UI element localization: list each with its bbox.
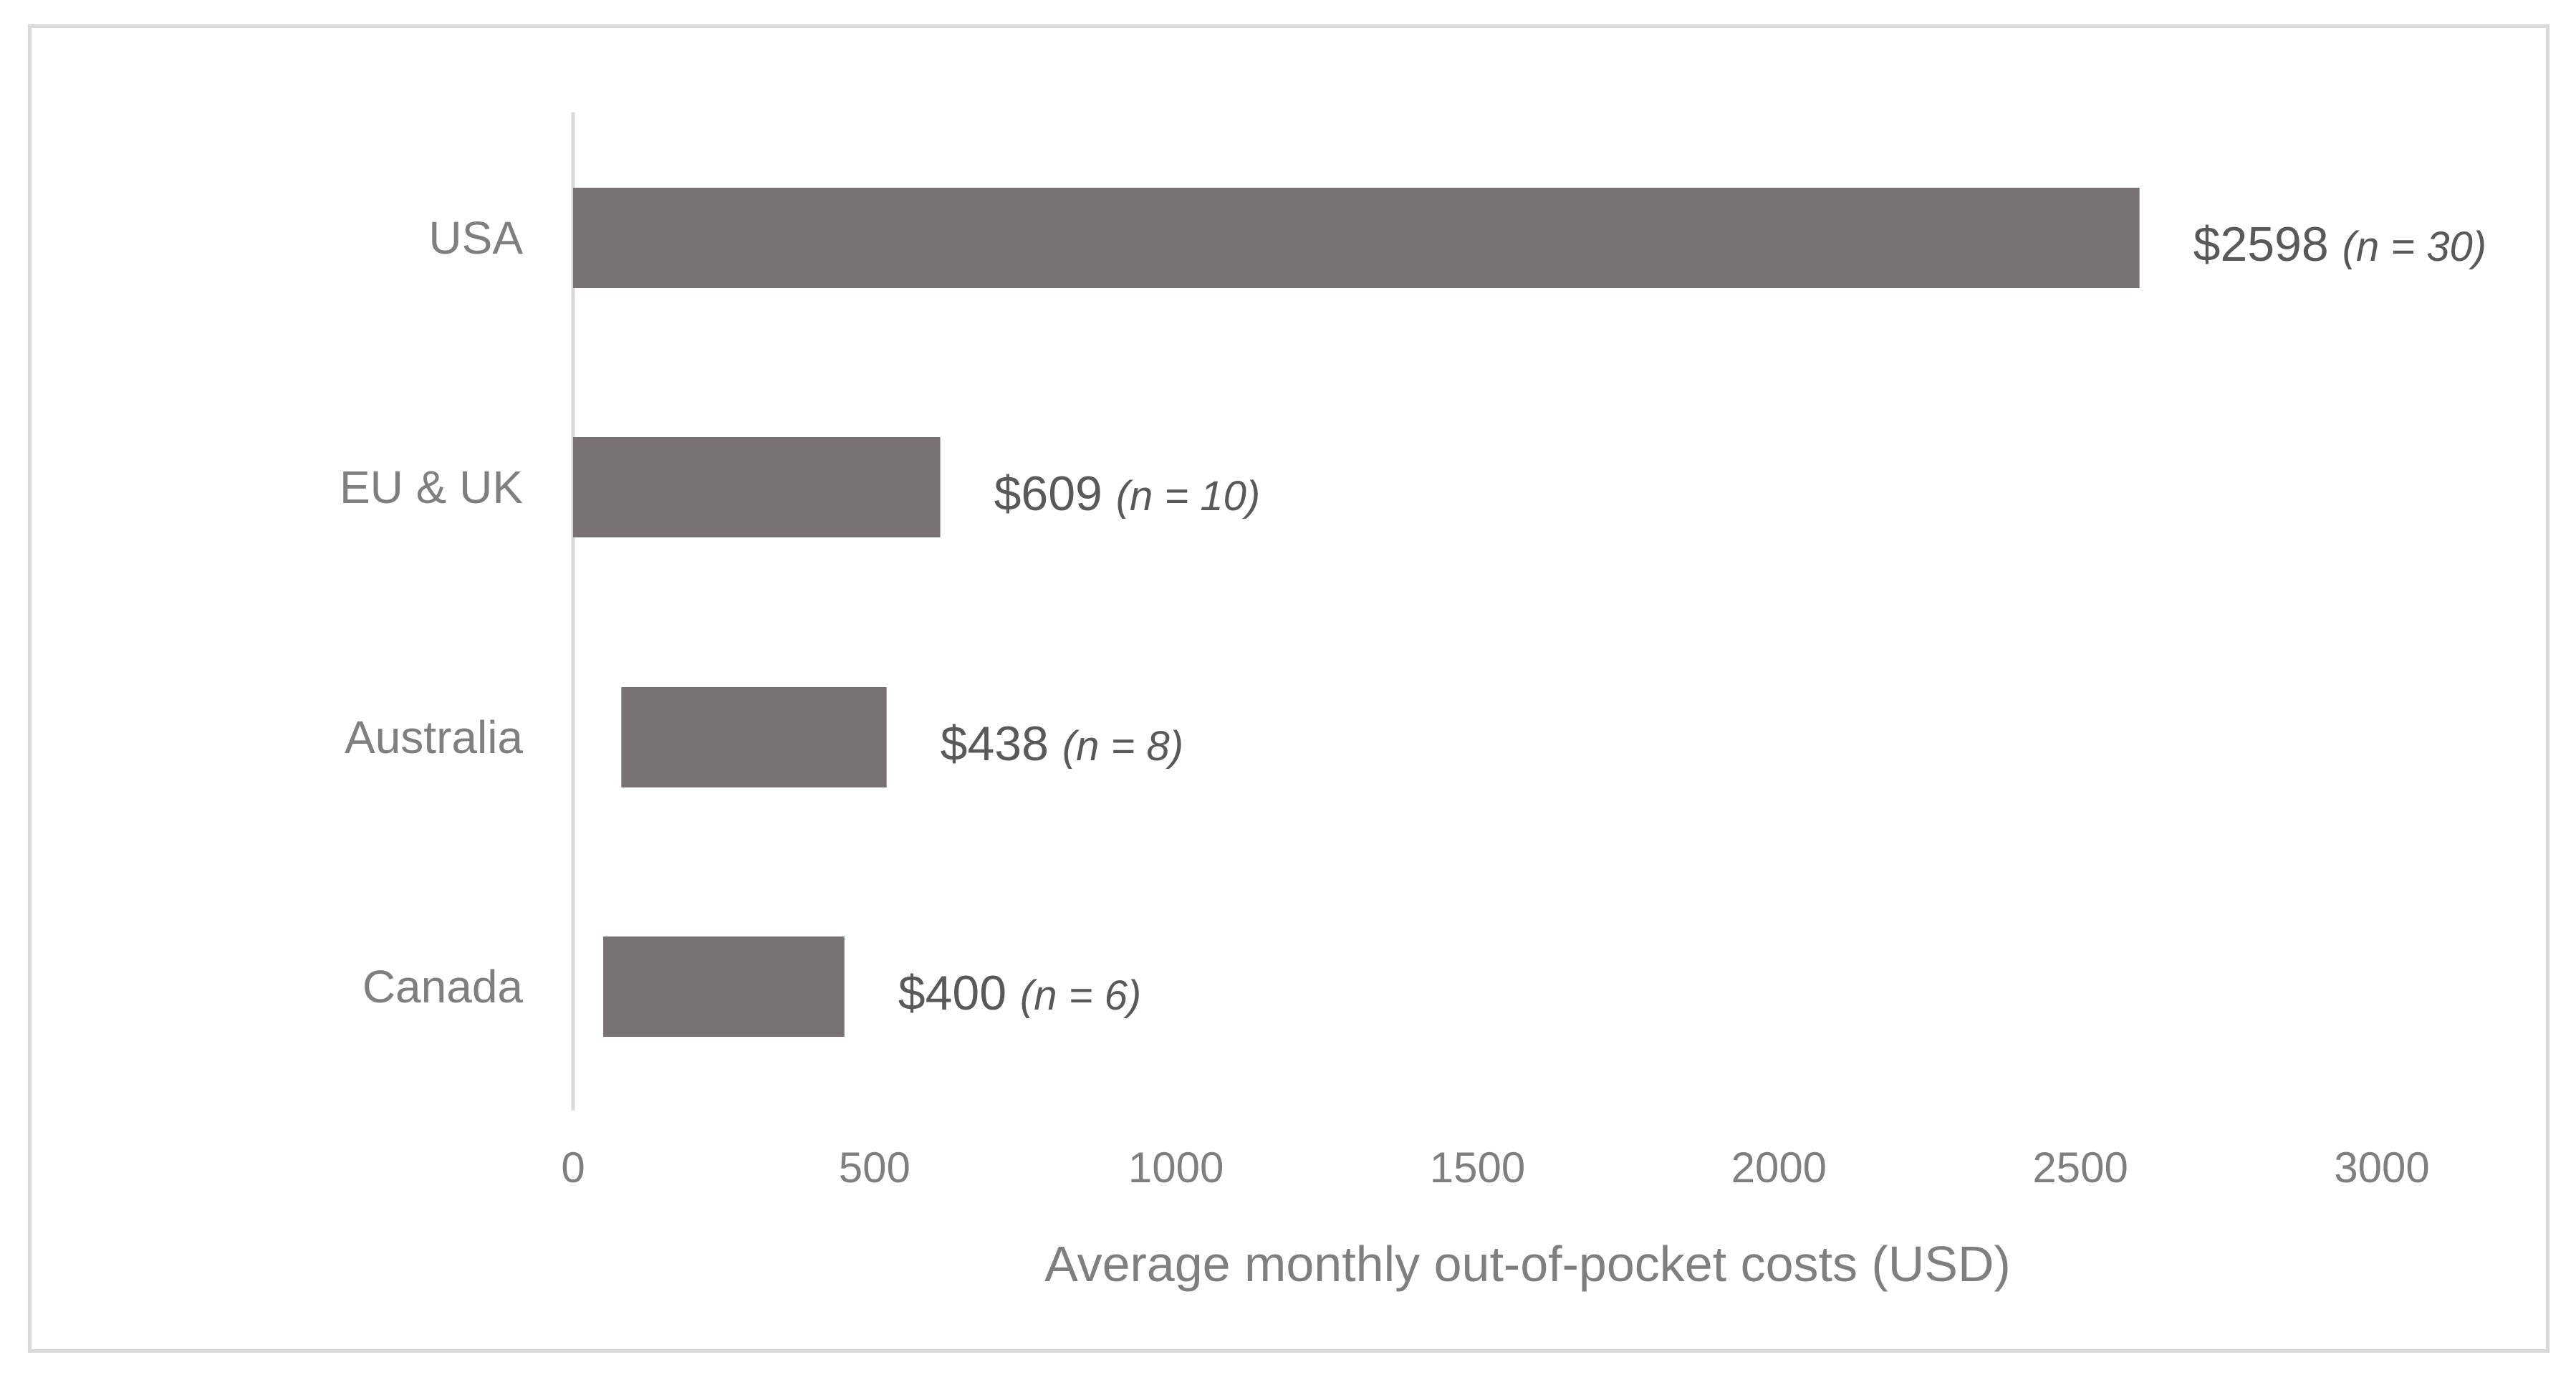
bar-eu-uk: [573, 437, 941, 537]
x-tick-label-0: 0: [561, 1144, 585, 1192]
category-label-eu-uk: EU & UK: [340, 461, 523, 513]
x-axis-ticks: 0 500 1000 1500 2000 2500 3000: [561, 1144, 2429, 1192]
x-tick-label-2500: 2500: [2032, 1144, 2128, 1192]
category-label-australia: Australia: [345, 712, 523, 763]
bar-australia: [621, 687, 887, 787]
sample-size: (n = 10): [1116, 473, 1261, 519]
x-tick-label-1000: 1000: [1128, 1144, 1224, 1192]
value-label-canada: $400 (n = 6): [898, 966, 1141, 1020]
category-labels: USA EU & UK Australia Canada: [340, 212, 523, 1012]
value-labels: $2598 (n = 30)$609 (n = 10)$438 (n = 8)$…: [898, 217, 2486, 1020]
sample-size: (n = 30): [2342, 224, 2487, 270]
value-amount: $438: [941, 717, 1062, 771]
bars-group: [573, 188, 2140, 1037]
value-amount: $2598: [2193, 217, 2342, 272]
sample-size: (n = 8): [1062, 723, 1183, 770]
sample-size: (n = 6): [1020, 972, 1141, 1019]
bar-usa: [573, 188, 2140, 288]
category-label-canada: Canada: [362, 961, 524, 1012]
value-label-eu-uk: $609 (n = 10): [994, 466, 1261, 521]
x-tick-label-1500: 1500: [1430, 1144, 1525, 1192]
value-amount: $609: [994, 466, 1116, 521]
x-tick-label-500: 500: [839, 1144, 910, 1192]
category-label-usa: USA: [428, 212, 523, 264]
value-amount: $400: [898, 966, 1020, 1020]
x-tick-label-2000: 2000: [1731, 1144, 1827, 1192]
bar-canada: [603, 936, 845, 1037]
value-label-australia: $438 (n = 8): [941, 717, 1183, 771]
x-tick-label-3000: 3000: [2334, 1144, 2429, 1192]
x-axis-title: Average monthly out-of-pocket costs (USD…: [1044, 1236, 2011, 1292]
value-label-usa: $2598 (n = 30): [2193, 217, 2486, 272]
